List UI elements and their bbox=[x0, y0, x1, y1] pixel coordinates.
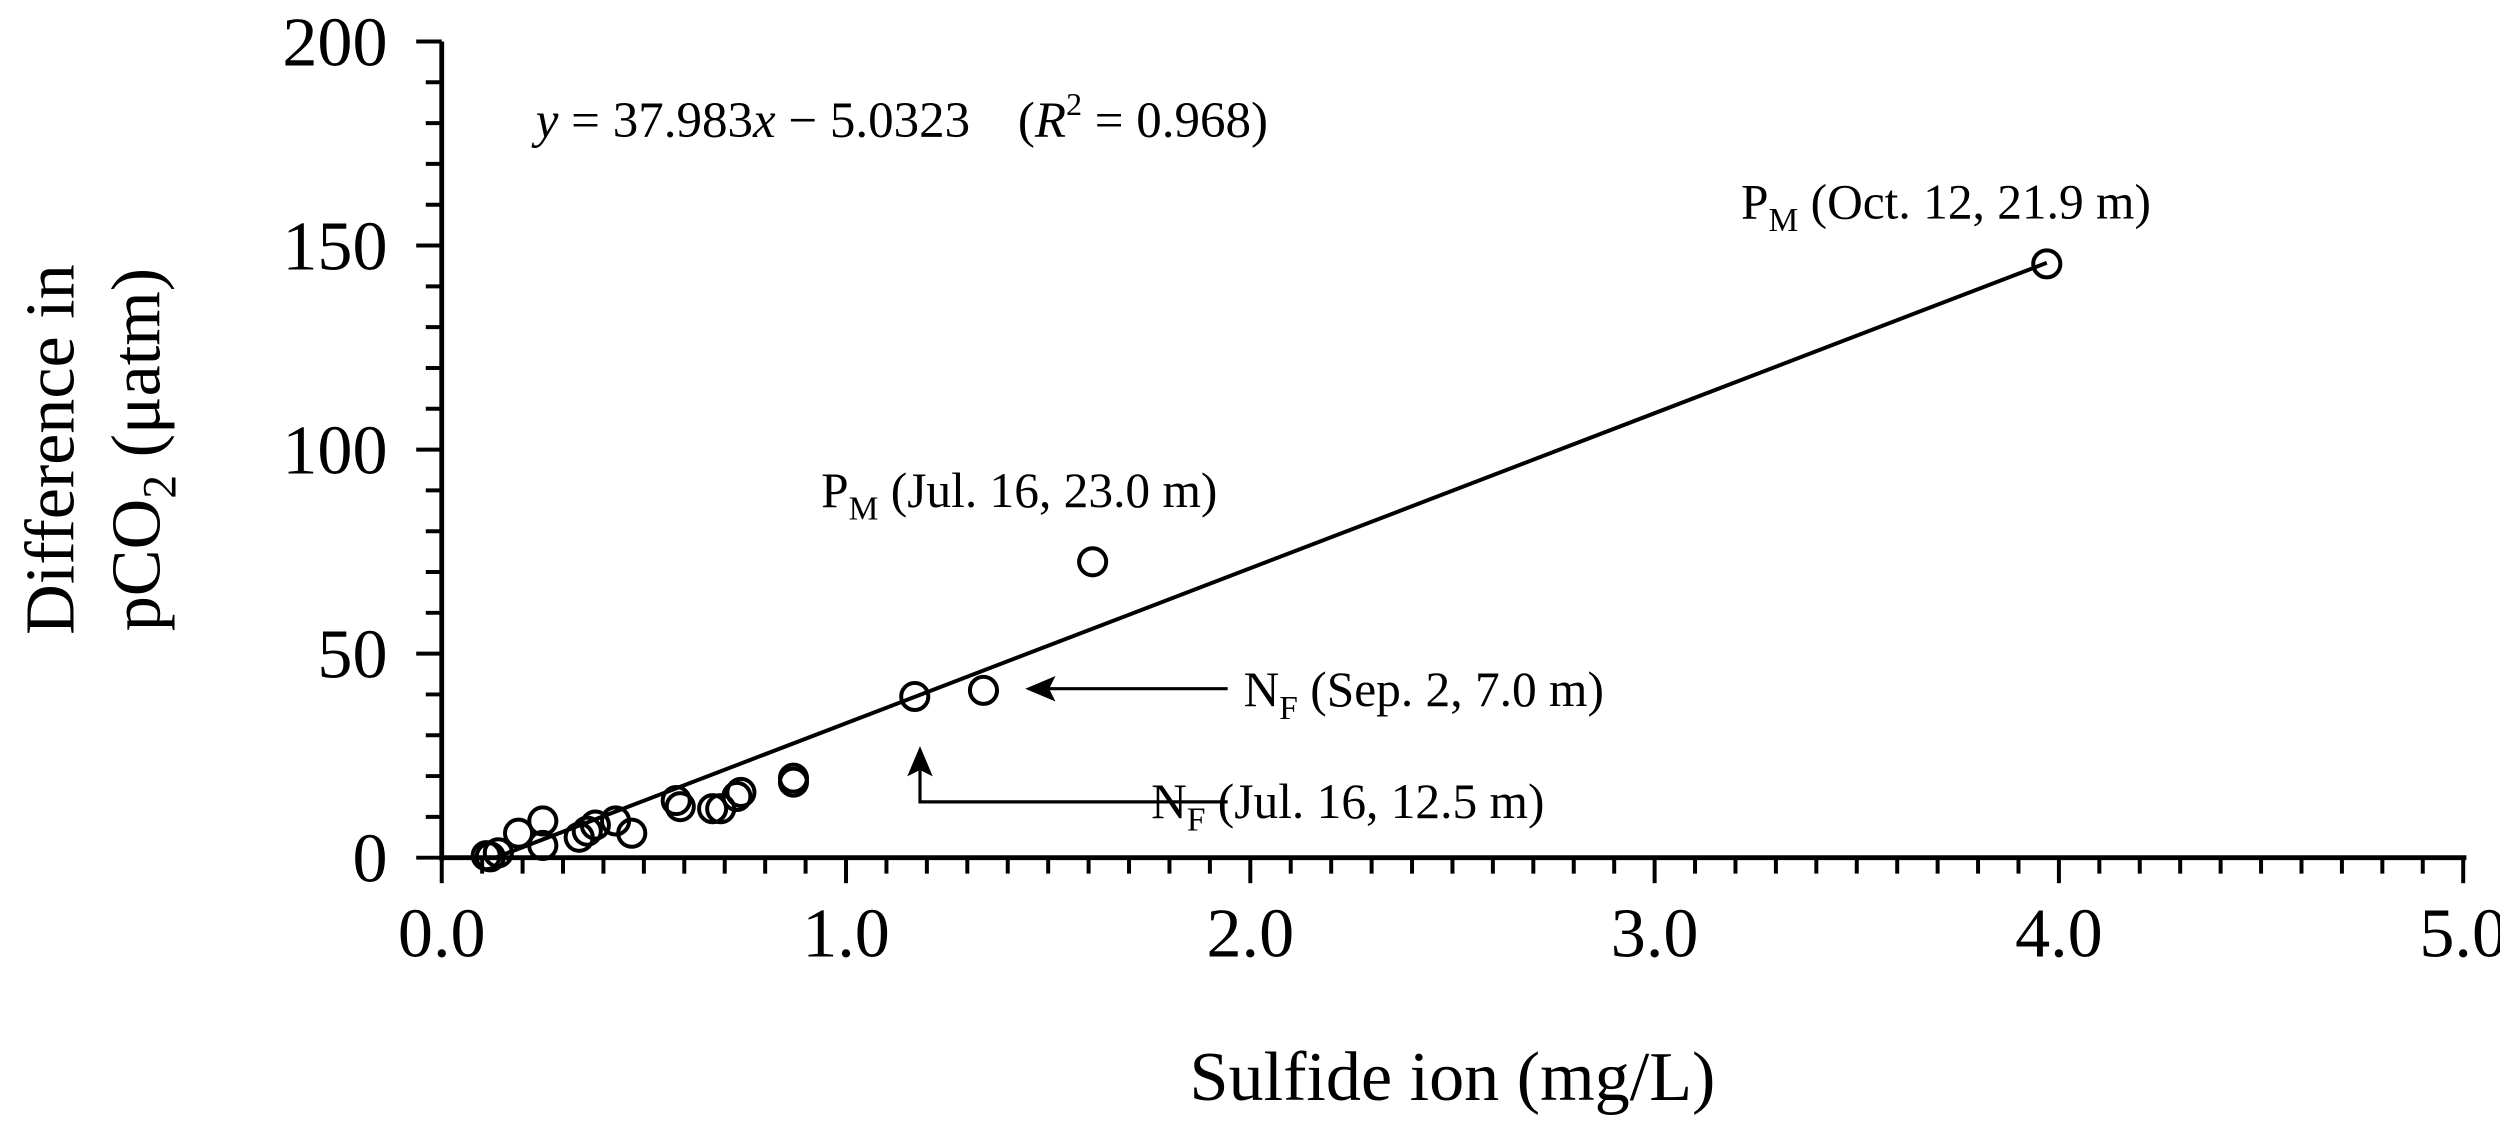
fit-line-group bbox=[493, 260, 2048, 860]
annotation-nf-sep2: NF (Sep. 2, 7.0 m) bbox=[1244, 662, 1604, 727]
annotation-pm-oct12: PM (Oct. 12, 21.9 m) bbox=[1741, 174, 2151, 239]
y-tick-label: 0 bbox=[352, 820, 387, 898]
data-point bbox=[721, 780, 753, 813]
regression-equation: y = 37.983x − 5.0323 (R2 = 0.968) bbox=[531, 87, 1268, 149]
data-point bbox=[527, 829, 559, 861]
y-tick-label: 100 bbox=[282, 411, 387, 489]
data-point bbox=[777, 766, 810, 798]
axes: 0.0 1.0 2.0 3.0 4.0 5.0 0 50 100 150 200 bbox=[282, 3, 2500, 972]
data-point bbox=[482, 837, 514, 869]
data-point bbox=[527, 805, 559, 837]
data-points bbox=[470, 248, 2063, 873]
x-tick-label: 5.0 bbox=[2419, 895, 2500, 973]
data-point bbox=[899, 680, 931, 713]
data-point bbox=[571, 815, 603, 847]
y-axis-label: Difference in pCO2 (μatm) bbox=[11, 264, 186, 635]
y-tick-label: 200 bbox=[282, 3, 387, 81]
x-tick-label: 3.0 bbox=[1611, 895, 1699, 973]
data-point bbox=[697, 793, 729, 825]
data-point bbox=[664, 791, 696, 823]
fit-line bbox=[493, 260, 2048, 860]
annotation-pm-jul16: PM (Jul. 16, 23.0 m) bbox=[821, 463, 1217, 528]
x-tick-label: 1.0 bbox=[802, 895, 890, 973]
data-point bbox=[503, 817, 535, 849]
y-tick-label: 150 bbox=[282, 207, 387, 285]
data-point bbox=[616, 817, 648, 849]
svg-text:Difference in: Difference in bbox=[11, 264, 89, 635]
data-point bbox=[967, 674, 1000, 706]
arrow-nf-sep2 bbox=[1025, 675, 1228, 702]
data-point bbox=[1077, 546, 1109, 578]
y-tick-label: 50 bbox=[317, 616, 387, 694]
arrow-nf-jul16 bbox=[907, 746, 1228, 804]
x-tick-label: 2.0 bbox=[1206, 895, 1294, 973]
x-tick-label: 4.0 bbox=[2015, 895, 2103, 973]
data-point bbox=[725, 776, 757, 808]
x-axis-label: Sulfide ion (mg/L) bbox=[1190, 1038, 1716, 1116]
svg-text:pCO2 (μatm): pCO2 (μatm) bbox=[98, 268, 187, 631]
data-point bbox=[2031, 248, 2063, 280]
data-point bbox=[660, 785, 692, 817]
annotation-nf-jul16: NF (Jul. 16, 12.5 m) bbox=[1151, 774, 1544, 839]
x-tick-label: 0.0 bbox=[398, 895, 486, 973]
data-point bbox=[579, 809, 611, 841]
